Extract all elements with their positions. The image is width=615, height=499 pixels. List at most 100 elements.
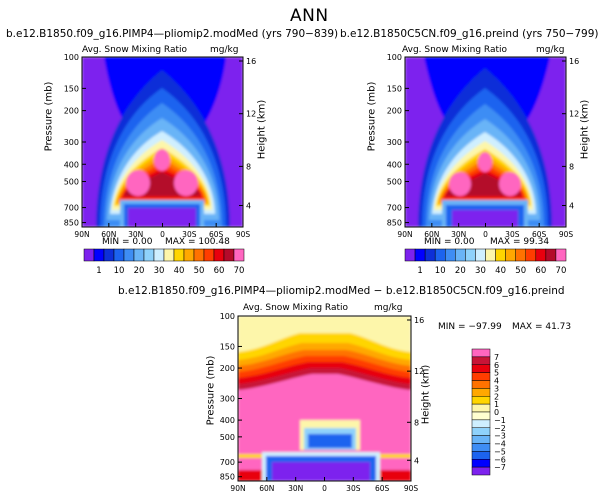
colorbar-1-swatch (163, 248, 175, 262)
panel-2-xtick-label: 60S (532, 230, 547, 239)
panel-3-xtick-label: 30S (346, 484, 361, 493)
colorbar-2-swatch (555, 248, 567, 262)
panel-1-ytick-label: 850 (64, 219, 79, 228)
colorbar-2-label: 20 (455, 266, 466, 276)
colorbar-3-swatch (471, 427, 491, 436)
panel-2-xtick-label: 0 (483, 230, 488, 239)
colorbar-3-swatch (471, 388, 491, 397)
colorbar-3-label: −1 (494, 416, 506, 425)
colorbar-2-swatch (404, 248, 416, 262)
panel-2-xtick-label: 30S (505, 230, 520, 239)
colorbar-1-swatch (223, 248, 235, 262)
panel-2-field (405, 57, 566, 227)
panel-1-y2tick-label: 12 (246, 110, 256, 119)
panel-2-xtick-label: 30N (451, 230, 466, 239)
colorbar-2-label: 10 (435, 266, 446, 276)
colorbar-3-swatch (471, 364, 491, 373)
panel-1-xtick-label: 30S (182, 230, 197, 239)
panel-3-y2tick-label: 4 (414, 456, 419, 465)
panel-1-xtick-label: 30N (128, 230, 143, 239)
colorbar-3-swatch (471, 356, 491, 365)
panel-2-min: MIN = 0.00 (424, 237, 475, 247)
colorbar-2-swatch (465, 248, 476, 262)
colorbar-3-label: 3 (494, 384, 499, 393)
panel-1-min: MIN = 0.00 (102, 237, 153, 247)
colorbar-3-swatch (471, 403, 491, 413)
panel-1-xtick-label: 60N (101, 230, 116, 239)
panel-2-y2tick-label: 8 (569, 162, 574, 171)
colorbar-3-label: 7 (494, 353, 499, 362)
colorbar-3-label: 0 (494, 408, 499, 417)
panel-3-xtick-label: 90S (404, 484, 419, 493)
panel-2-y2tick-label: 12 (569, 110, 579, 119)
panel-3-xtick-label: 60S (375, 484, 390, 493)
colorbar-2-label: 60 (535, 266, 546, 276)
colorbar-3-label: 1 (494, 400, 499, 409)
panel-2-ytick-label: 850 (387, 219, 402, 228)
panel-1-xtick-label: 60S (209, 230, 224, 239)
panel-3-ytick-label: 150 (220, 342, 235, 351)
panel-2-xtick-label: 90N (397, 230, 412, 239)
colorbar-3-label: 6 (494, 361, 499, 370)
panel-2-units: mg/kg (536, 45, 565, 55)
colorbar-3-label: 2 (494, 392, 499, 401)
panel-1-y2tick-label: 4 (246, 202, 251, 211)
colorbar-2-label: 50 (515, 266, 526, 276)
panel-1-subtitle: Avg. Snow Mixing Ratio (82, 45, 188, 55)
panel-1-title: b.e12.B1850.f09_g16.PIMP4—pliomip2.modMe… (6, 28, 339, 40)
colorbar-3-swatch (471, 435, 491, 444)
panel-1-field (82, 57, 243, 227)
panel-3-ytick-label: 100 (220, 312, 235, 321)
panel-3-ytick-label: 500 (220, 433, 235, 442)
panel-2-max: MAX = 99.34 (490, 237, 550, 247)
panel-3-ytick-label: 300 (220, 395, 235, 404)
panel-2-xtick-label: 90S (559, 230, 574, 239)
page-title: ANN (290, 6, 329, 26)
panel-3-ytick-label: 850 (220, 473, 235, 482)
panel-1-ytick-label: 400 (64, 160, 79, 169)
colorbar-3-swatch (471, 419, 491, 428)
panel-3-xtick-label: 60N (259, 484, 274, 493)
colorbar-2-swatch (475, 248, 486, 262)
colorbar-2-label: 70 (556, 266, 567, 276)
colorbar-1-swatch (123, 248, 135, 262)
colorbar-1-swatch (203, 248, 215, 262)
colorbar-1-swatch (173, 248, 185, 262)
colorbar-3-swatch (471, 380, 491, 389)
panel-2-ytick-label: 150 (387, 84, 402, 93)
colorbar-3-swatch (471, 396, 491, 405)
colorbar-1-swatch (83, 248, 95, 262)
panel-2-plot (404, 56, 567, 228)
panel-2-ytick-label: 400 (387, 160, 402, 169)
colorbar-3-swatch (471, 443, 491, 452)
colorbar-1-swatch (233, 248, 245, 262)
panel-1-ytick-label: 100 (64, 53, 79, 62)
panel-3-ytick-label: 400 (220, 416, 235, 425)
colorbar-2-swatch (434, 248, 446, 262)
colorbar-3-label: −6 (494, 455, 506, 464)
panel-2-ytick-label: 300 (387, 138, 402, 147)
colorbar-3-label: −5 (494, 447, 506, 456)
colorbar-1-swatch (103, 248, 115, 262)
panel-2-ytick-label: 200 (387, 107, 402, 116)
panel-2-subtitle: Avg. Snow Mixing Ratio (402, 45, 508, 55)
colorbar-3-label: 4 (494, 377, 499, 386)
panel-2-y2tick-label: 16 (569, 57, 579, 66)
colorbar-1-swatch (113, 248, 125, 262)
colorbar-3-label: −3 (494, 432, 506, 441)
colorbar-1-swatch (193, 248, 205, 262)
panel-2-ytick-label: 500 (387, 178, 402, 187)
colorbar-3-label: −4 (494, 440, 506, 449)
panel-3-y2tick-label: 16 (414, 316, 424, 325)
panel-1-ytick-label: 150 (64, 84, 79, 93)
panel-1-units: mg/kg (210, 45, 239, 55)
panel-2-ytick-label: 700 (387, 204, 402, 213)
panel-3-plot (237, 315, 412, 482)
colorbar-3-swatch (471, 372, 491, 381)
colorbar-1-swatch (133, 248, 145, 262)
panel-3-ytick-label: 700 (220, 458, 235, 467)
colorbar-1-label: 60 (214, 266, 225, 276)
colorbar-2-swatch (445, 248, 456, 262)
panel-1-ytick-label: 500 (64, 178, 79, 187)
colorbar-1-label: 1 (96, 266, 101, 276)
